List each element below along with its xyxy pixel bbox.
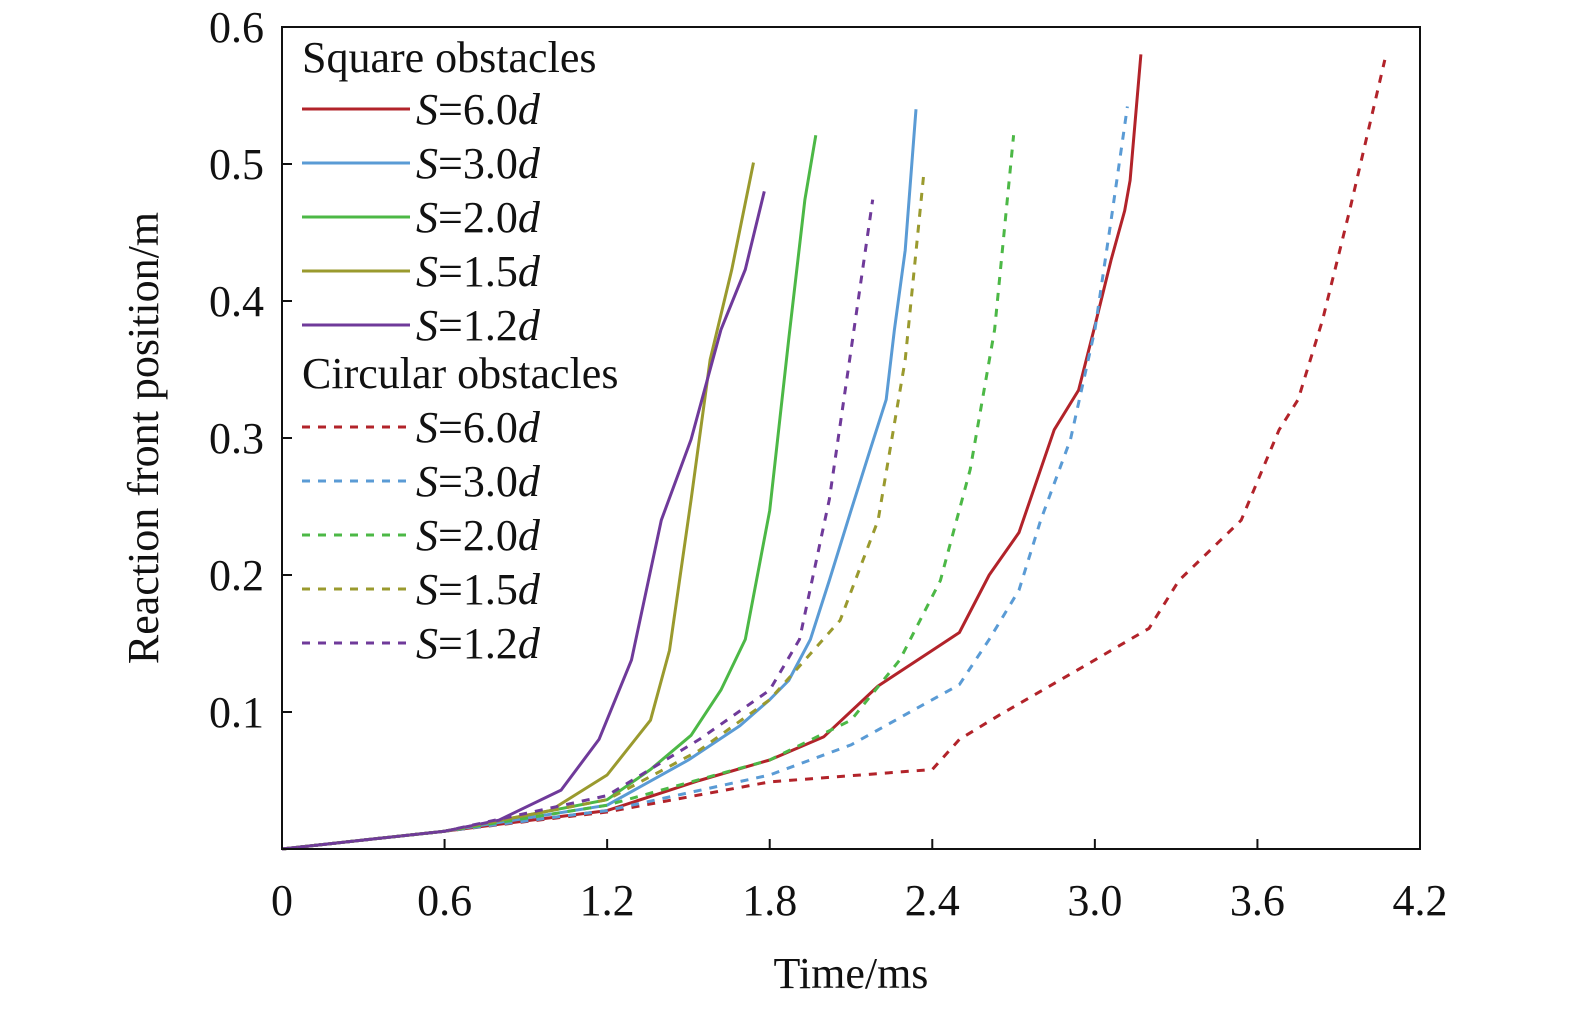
x-tick-label: 3.0 [1067, 876, 1122, 925]
y-tick-label: 0.2 [209, 551, 264, 600]
x-tick-label: 0.6 [417, 876, 472, 925]
x-tick-label: 0 [271, 876, 293, 925]
y-tick-label: 0.6 [209, 3, 264, 52]
y-tick-label: 0.1 [209, 688, 264, 737]
legend-label: S=6.0d [416, 85, 541, 134]
series-line [281, 134, 818, 851]
legend-label: S=2.0d [416, 511, 541, 560]
legend-label: S=2.0d [416, 193, 541, 242]
series-line [281, 135, 1016, 851]
legend-label: S=3.0d [416, 457, 541, 506]
x-axis-label: Time/ms [774, 949, 929, 998]
legend-label: S=6.0d [416, 403, 541, 452]
y-axis-label: Reaction front position/m [119, 212, 168, 664]
series-line [281, 109, 918, 851]
x-tick-label: 3.6 [1230, 876, 1285, 925]
legend: Square obstaclesS=6.0dS=3.0dS=2.0dS=1.5d… [302, 33, 618, 668]
x-tick-label: 2.4 [905, 876, 960, 925]
y-tick-label: 0.3 [209, 414, 264, 463]
y-tick-label: 0.4 [209, 277, 264, 326]
legend-label: S=1.5d [416, 565, 541, 614]
legend-label: S=1.2d [416, 301, 541, 350]
legend-label: S=3.0d [416, 139, 541, 188]
legend-label: S=1.2d [416, 619, 541, 668]
series-line [281, 191, 766, 851]
series-line [281, 106, 1129, 851]
x-tick-label: 1.8 [742, 876, 797, 925]
x-tick-label: 4.2 [1393, 876, 1448, 925]
legend-group-title: Circular obstacles [302, 349, 618, 398]
legend-group-title: Square obstacles [302, 33, 596, 82]
series-line [281, 54, 1143, 851]
x-tick-label: 1.2 [580, 876, 635, 925]
series-line [281, 59, 1387, 851]
y-tick-label: 0.5 [209, 140, 264, 189]
legend-label: S=1.5d [416, 247, 541, 296]
